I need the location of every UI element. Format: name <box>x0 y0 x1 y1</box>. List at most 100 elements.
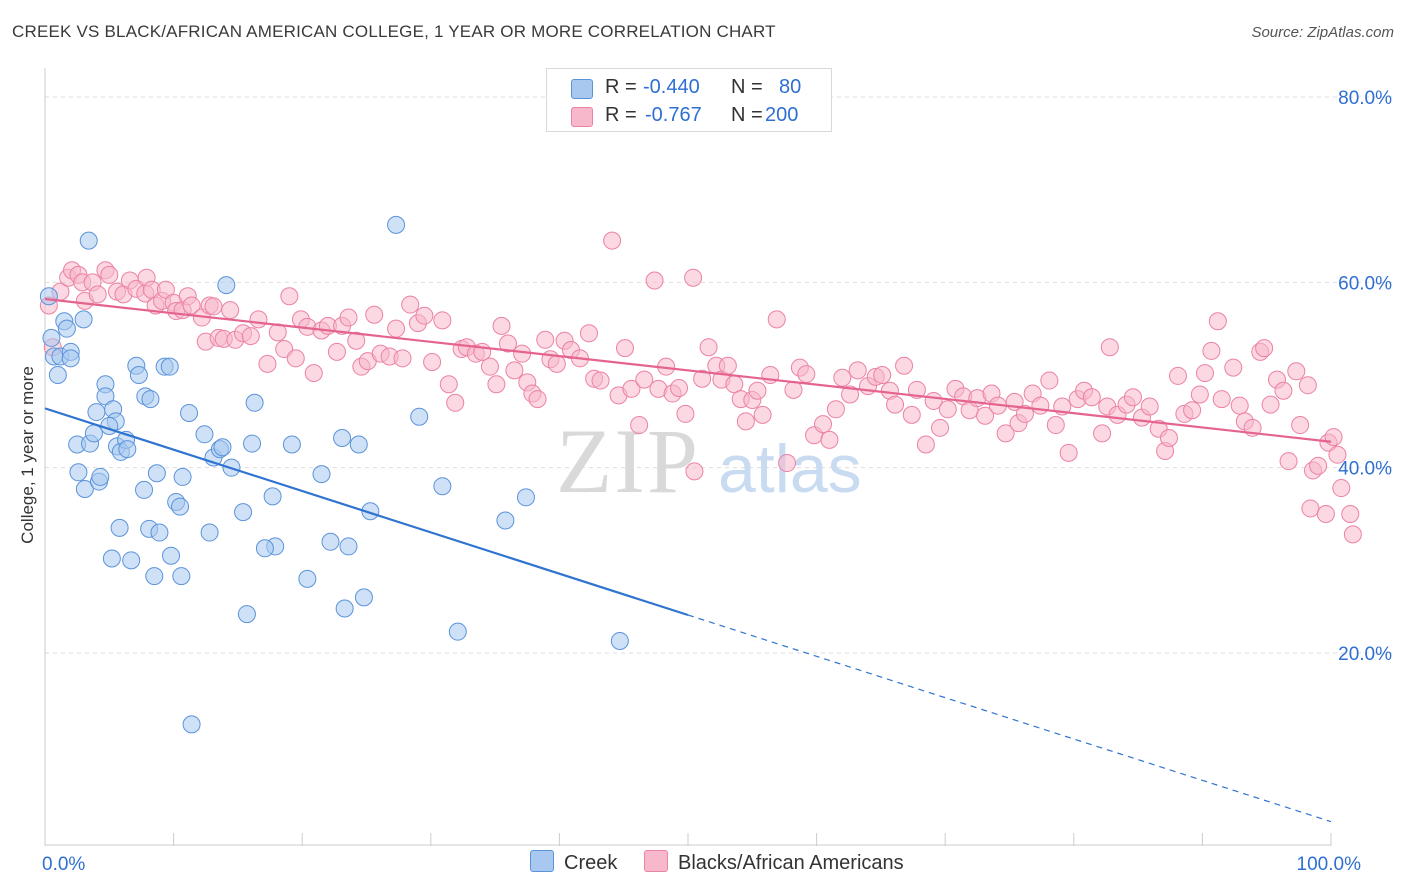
creek-point-13 <box>75 479 94 498</box>
creek-point-15 <box>84 424 103 443</box>
blacks-point-99 <box>676 404 695 423</box>
creek-point-18 <box>91 467 110 486</box>
blacks-point-116 <box>784 380 803 399</box>
creek-point-72 <box>387 215 406 234</box>
blacks-point-160 <box>1100 338 1119 357</box>
blacks-point-101 <box>684 268 703 287</box>
blacks-point-65 <box>446 393 465 412</box>
n-label: N = <box>731 76 763 98</box>
blacks-point-41 <box>280 287 299 306</box>
blacks-point-33 <box>221 301 240 320</box>
blacks-legend-swatch <box>644 850 668 872</box>
y-axis-label: College, 1 year or more <box>18 366 37 544</box>
blacks-trend-line <box>44 297 1332 443</box>
blacks-point-122 <box>826 400 845 419</box>
creek-point-76 <box>496 511 515 530</box>
blacks-point-102 <box>693 369 712 388</box>
r-label: R = <box>605 104 637 126</box>
blacks-point-130 <box>886 395 905 414</box>
creek-point-48 <box>195 425 214 444</box>
blacks-point-176 <box>1212 390 1231 409</box>
blacks-point-11 <box>100 265 119 284</box>
blacks-point-54 <box>365 305 384 324</box>
blacks-point-189 <box>1298 376 1317 395</box>
creek-point-6 <box>57 319 76 338</box>
y-tick-label-20: 20.0% <box>1338 644 1392 665</box>
creek-point-36 <box>145 567 164 586</box>
blacks-point-87 <box>591 371 610 390</box>
blacks-point-168 <box>1159 429 1178 448</box>
creek-swatch <box>571 79 593 99</box>
creek-point-63 <box>298 569 317 588</box>
blacks-point-63 <box>433 311 452 330</box>
blacks-point-58 <box>393 349 412 368</box>
creek-point-71 <box>354 588 373 607</box>
y-tick-label-80: 80.0% <box>1338 88 1392 109</box>
y-tick-label-60: 60.0% <box>1338 273 1392 294</box>
creek-legend-label: Creek <box>564 852 618 874</box>
blacks-point-61 <box>415 306 434 325</box>
blacks-point-137 <box>938 400 957 419</box>
creek-point-43 <box>171 497 190 516</box>
blacks-point-165 <box>1140 397 1159 416</box>
creek-point-38 <box>150 523 169 542</box>
blacks-point-150 <box>1031 396 1050 415</box>
creek-point-28 <box>102 549 121 568</box>
creek-trend-line <box>44 407 689 617</box>
blacks-point-142 <box>976 406 995 425</box>
blacks-point-187 <box>1287 362 1306 381</box>
blacks-point-71 <box>487 375 506 394</box>
blacks-point-85 <box>579 324 598 343</box>
blacks-point-118 <box>797 365 816 384</box>
blacks-point-178 <box>1230 396 1249 415</box>
chart-title: CREEK VS BLACK/AFRICAN AMERICAN COLLEGE,… <box>12 22 776 41</box>
blacks-point-157 <box>1082 388 1101 407</box>
blacks-point-169 <box>1168 366 1187 385</box>
blacks-point-125 <box>848 361 867 380</box>
creek-point-53 <box>217 276 236 295</box>
blacks-point-100 <box>685 462 704 481</box>
blacks-point-90 <box>615 339 634 358</box>
legend-row-creek: R = -0.440 N = 80 <box>547 73 831 101</box>
blacks-point-197 <box>1332 479 1351 498</box>
blacks-point-186 <box>1279 452 1298 471</box>
blacks-point-78 <box>528 390 547 409</box>
creek-point-65 <box>321 532 340 551</box>
blacks-point-148 <box>1015 404 1034 423</box>
r-label: R = <box>605 76 637 98</box>
blacks-point-177 <box>1224 358 1243 377</box>
blacks-point-36 <box>241 327 260 346</box>
blacks-point-88 <box>603 231 622 250</box>
x-tick-label-1: 100.0% <box>1297 854 1362 875</box>
blacks-point-132 <box>902 405 921 424</box>
blacks-point-106 <box>718 356 737 375</box>
creek-point-35 <box>141 390 160 409</box>
creek-point-37 <box>147 464 166 483</box>
blacks-point-172 <box>1190 385 1209 404</box>
creek-point-75 <box>448 622 467 641</box>
creek-point-62 <box>282 435 301 454</box>
creek-point-74 <box>433 477 452 496</box>
axes <box>44 68 1332 846</box>
creek-point-44 <box>172 567 191 586</box>
blacks-point-151 <box>1040 371 1059 390</box>
blacks-point-79 <box>536 330 555 349</box>
blacks-point-123 <box>833 368 852 387</box>
creek-point-0 <box>39 287 58 306</box>
blacks-point-124 <box>841 385 860 404</box>
creek-point-45 <box>173 467 192 486</box>
blacks-point-38 <box>258 354 277 373</box>
creek-point-52 <box>213 438 232 457</box>
correlation-legend: R = -0.440 N = 80 R = -0.767 N = 200 <box>546 68 832 132</box>
creek-point-8 <box>61 349 80 368</box>
blacks-point-74 <box>505 361 524 380</box>
creek-point-41 <box>162 546 181 565</box>
blacks-point-103 <box>699 338 718 357</box>
creek-point-58 <box>245 393 264 412</box>
blacks-point-93 <box>635 370 654 389</box>
blacks-point-195 <box>1324 428 1343 447</box>
blacks-point-45 <box>304 364 323 383</box>
creek-point-77 <box>516 488 535 507</box>
creek-point-31 <box>129 366 148 384</box>
blacks-point-50 <box>339 308 358 327</box>
